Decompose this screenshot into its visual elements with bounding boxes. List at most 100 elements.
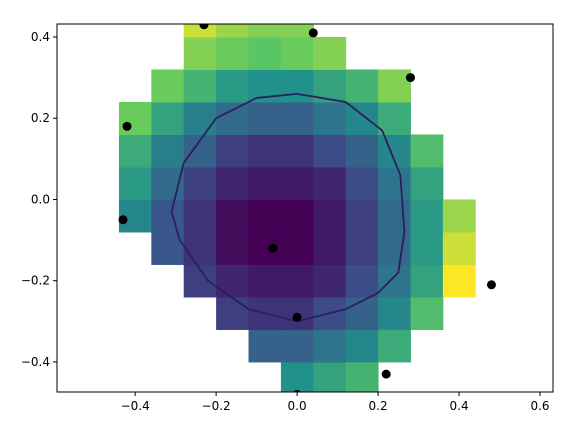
x-tick-label: −0.2: [202, 399, 231, 413]
heatmap-cell: [313, 101, 347, 135]
heatmap-cell: [378, 296, 411, 330]
x-tick-label: 0.6: [530, 399, 549, 413]
heatmap-cell: [280, 69, 314, 103]
heatmap-cell: [345, 264, 379, 298]
heatmap-cell: [280, 361, 314, 392]
heatmap-cell: [378, 69, 411, 103]
heatmap-cell: [410, 134, 444, 168]
heatmap-cell: [248, 199, 282, 233]
heatmap-cell: [151, 199, 185, 233]
heatmap-cell: [345, 69, 379, 103]
heatmap-cell: [216, 24, 250, 38]
y-tick-label: −0.4: [21, 355, 50, 369]
y-tick-label: 0.0: [31, 192, 50, 206]
heatmap-cell: [280, 134, 314, 168]
heatmap-cell: [280, 264, 314, 298]
scatter-point: [486, 280, 496, 290]
heatmap-cell: [216, 134, 250, 168]
heatmap-cell: [248, 166, 282, 200]
heatmap-cell: [248, 24, 282, 38]
heatmap-cell: [442, 264, 476, 298]
heatmap-cell: [118, 134, 152, 168]
heatmap-cell: [378, 101, 411, 135]
heatmap-cell: [378, 329, 411, 363]
heatmap-cell: [216, 36, 250, 70]
heatmap-cell: [313, 329, 347, 363]
heatmap-cell: [313, 231, 347, 265]
heatmap-cell: [313, 166, 347, 200]
heatmap-cell: [345, 101, 379, 135]
heatmap-cell: [248, 329, 282, 363]
heatmap-cell: [442, 199, 476, 233]
heatmap-cell: [280, 166, 314, 200]
scatter-point: [292, 312, 302, 322]
x-tick-label: 0.0: [288, 399, 307, 413]
heatmap-cell: [313, 36, 347, 70]
heatmap-cell: [151, 134, 185, 168]
scatter-point: [308, 28, 318, 38]
scatter-point: [122, 121, 132, 131]
y-tick-label: −0.2: [21, 274, 50, 288]
axes-frame: [56, 23, 554, 393]
scatter-point: [381, 369, 391, 379]
heatmap-cell: [313, 134, 347, 168]
heatmap-cell: [118, 166, 152, 200]
heatmap-cell: [280, 231, 314, 265]
heatmap-cell: [345, 134, 379, 168]
scatter-point: [405, 73, 415, 83]
heatmap-cell: [280, 329, 314, 363]
heatmap-cell: [183, 166, 217, 200]
heatmap-cell: [313, 361, 347, 392]
heatmap-cell: [216, 231, 250, 265]
heatmap-cell: [280, 101, 314, 135]
heatmap-cell: [345, 166, 379, 200]
heatmap-cell: [118, 101, 152, 135]
heatmap-cell: [410, 296, 444, 330]
heatmap-cell: [410, 166, 444, 200]
heatmap-cell: [280, 24, 314, 38]
heatmap-cell: [183, 24, 217, 38]
heatmap-cell: [248, 101, 282, 135]
heatmap-cell: [248, 36, 282, 70]
heatmap-cell: [410, 199, 444, 233]
heatmap-cell: [345, 361, 379, 392]
scatter-point: [199, 24, 209, 30]
heatmap-cell: [216, 69, 250, 103]
heatmap-cell: [410, 231, 444, 265]
heatmap-cell: [248, 264, 282, 298]
heatmap-cell: [345, 231, 379, 265]
heatmap-cell: [345, 199, 379, 233]
heatmap-cell: [313, 199, 347, 233]
heatmap-cell: [151, 69, 185, 103]
heatmap-cell: [378, 199, 411, 233]
heatmap-cell: [183, 69, 217, 103]
heatmap-cell: [280, 199, 314, 233]
y-tick-label: 0.2: [31, 111, 50, 125]
heatmap-cell: [442, 231, 476, 265]
heatmap-cell: [216, 199, 250, 233]
heatmap-cell: [378, 231, 411, 265]
heatmap-cell: [280, 36, 314, 70]
scatter-point: [118, 215, 128, 225]
scatter-point: [293, 389, 301, 392]
x-tick-label: 0.4: [450, 399, 469, 413]
heatmap-cell: [151, 101, 185, 135]
heatmap-cell: [183, 231, 217, 265]
plot-area: [118, 24, 496, 392]
heatmap-cell: [313, 264, 347, 298]
heatmap-cell: [183, 199, 217, 233]
heatmap-cell: [183, 36, 217, 70]
heatmap-cell: [345, 296, 379, 330]
x-tick-label: −0.4: [121, 399, 150, 413]
heatmap-cell: [248, 134, 282, 168]
heatmap-cell: [378, 264, 411, 298]
heatmap-cell: [378, 166, 411, 200]
heatmap-cell: [183, 101, 217, 135]
y-tick-label: 0.4: [31, 30, 50, 44]
scatter-point: [268, 243, 278, 253]
heatmap-cell: [216, 264, 250, 298]
heatmap-cell: [216, 166, 250, 200]
heatmap-cell: [410, 264, 444, 298]
heatmap-cell: [345, 329, 379, 363]
